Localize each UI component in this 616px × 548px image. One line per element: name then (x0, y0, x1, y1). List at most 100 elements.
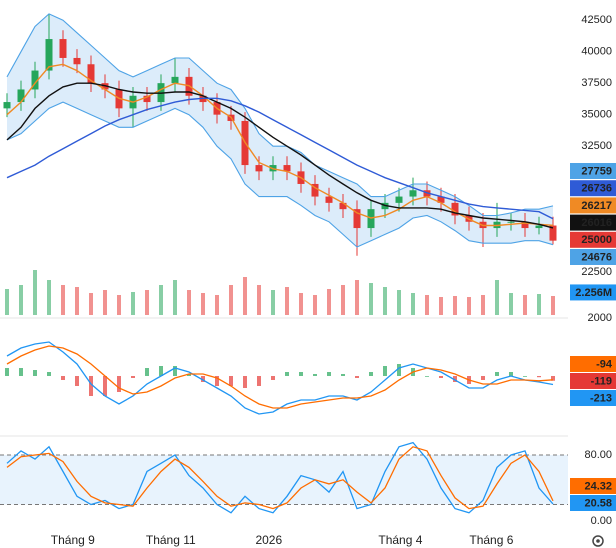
badge-label: 24.32 (584, 480, 612, 492)
candle-body (437, 196, 445, 203)
price-badge (570, 373, 616, 389)
volume-bar (453, 296, 457, 315)
volume-bar (397, 290, 401, 315)
histogram-bar (271, 376, 275, 380)
price-badge (570, 390, 616, 406)
histogram-bar (103, 376, 107, 396)
histogram-bar (257, 376, 261, 386)
candle-body (31, 70, 39, 90)
settings-dot[interactable] (596, 539, 600, 543)
volume-bar (411, 293, 415, 315)
histogram-bar (19, 368, 23, 376)
candle-body (507, 221, 515, 223)
histogram-bar (159, 366, 163, 376)
y-tick-label: 32500 (581, 140, 612, 152)
histogram-bar (509, 372, 513, 376)
histogram-bar (327, 372, 331, 376)
histogram-bar (131, 376, 135, 378)
histogram-bar (187, 374, 191, 376)
histogram-bar (229, 376, 233, 386)
x-tick-label: Tháng 4 (378, 533, 422, 547)
badge-label: -213 (590, 392, 612, 404)
histogram-bar (439, 376, 443, 378)
badge-label: 27759 (581, 165, 612, 177)
stochastic-line (6, 446, 554, 510)
volume-bar (523, 295, 527, 315)
candle-body (73, 57, 81, 65)
histogram-bar (551, 376, 555, 381)
volume-bar (551, 296, 555, 315)
histogram-bar (75, 376, 79, 386)
x-tick-label: Tháng 6 (469, 533, 513, 547)
volume-bar (103, 290, 107, 315)
candle-body (339, 202, 347, 210)
candle-body (395, 196, 403, 203)
y-tick-label: 42500 (581, 14, 612, 26)
price-badge (570, 163, 616, 179)
badge-label: 26736 (581, 183, 612, 195)
y-tick-label: 22500 (581, 266, 612, 278)
indicator-line (6, 13, 554, 217)
histogram-bar (201, 376, 205, 382)
volume-bar (173, 280, 177, 315)
histogram-bar (355, 376, 359, 378)
y-tick-label: 37500 (581, 77, 612, 89)
candle-body (59, 39, 67, 58)
stochastic-line (6, 441, 554, 514)
x-tick-label: 2026 (255, 533, 282, 547)
histogram-bar (383, 366, 387, 376)
candle-body (87, 64, 95, 84)
candle-body (451, 202, 459, 216)
volume-bar (341, 285, 345, 315)
badge-label: -119 (591, 375, 612, 387)
candle-body (535, 225, 543, 229)
candle-body (143, 95, 151, 103)
indicator-line (6, 97, 554, 220)
candle-body (3, 102, 11, 109)
y-tick-label: 80.00 (584, 449, 612, 461)
badge-label: 26016 (581, 217, 612, 229)
price-badge (570, 231, 616, 248)
histogram-bar (89, 376, 93, 396)
histogram-bar (453, 376, 457, 382)
settings-icon[interactable] (592, 535, 604, 547)
histogram-bar (523, 376, 527, 377)
price-badge (570, 214, 616, 231)
histogram-bar (5, 368, 9, 376)
volume-bar (271, 290, 275, 315)
histogram-bar (397, 364, 401, 376)
volume-bar (89, 293, 93, 315)
volume-bar (117, 295, 121, 315)
volume-bar (383, 287, 387, 315)
x-tick-label: Tháng 11 (146, 533, 196, 547)
histogram-bar (481, 376, 485, 380)
candle-body (255, 165, 263, 172)
price-badge (570, 284, 616, 301)
histogram-bar (425, 376, 429, 377)
histogram-bar (47, 372, 51, 376)
histogram-bar (313, 374, 317, 376)
volume-bar (537, 294, 541, 315)
price-badge (570, 180, 616, 197)
histogram-bar (495, 372, 499, 376)
price-badge (570, 356, 616, 372)
volume-bar (159, 285, 163, 315)
candle-body (171, 76, 179, 84)
volume-bar (425, 295, 429, 315)
histogram-bar (173, 366, 177, 376)
volume-bar (5, 289, 9, 315)
candle-body (549, 225, 557, 241)
volume-bar (75, 287, 79, 315)
badge-label: 20.58 (584, 497, 612, 509)
histogram-bar (285, 372, 289, 376)
volume-bar (131, 292, 135, 315)
histogram-bar (243, 376, 247, 388)
histogram-bar (145, 368, 149, 376)
badge-label: 26217 (581, 200, 612, 212)
volume-bar (285, 287, 289, 315)
badge-label: 24676 (581, 251, 612, 263)
histogram-bar (369, 372, 373, 376)
volume-bar (257, 285, 261, 315)
candle-body (45, 39, 53, 71)
settings-gear[interactable] (592, 535, 604, 547)
